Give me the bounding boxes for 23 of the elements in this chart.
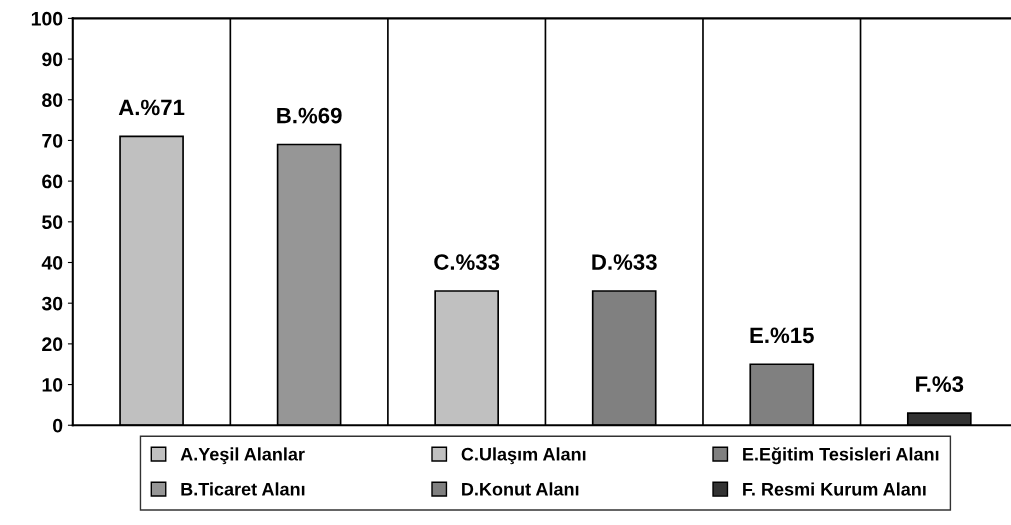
data-label: F.%3: [916, 376, 964, 393]
legend-label: D.Konut Alanı: [462, 482, 579, 496]
y-tick-label: 10: [42, 378, 63, 392]
y-tick-label: 90: [42, 52, 63, 67]
data-label: D.%33: [592, 254, 657, 270]
legend-label: C.Ulaşım Alanı: [461, 447, 586, 465]
data-label: C.%33: [434, 254, 500, 270]
y-tick-label: 80: [42, 93, 63, 107]
legend-label: A.Yeşil Alanlar: [180, 447, 305, 465]
y-tick-label: 60: [42, 174, 63, 189]
data-label: E.%15: [750, 327, 814, 344]
legend-label: B.Ticaret Alanı: [181, 482, 305, 496]
y-tick-label: 20: [42, 337, 63, 352]
data-label: B.%69: [277, 107, 342, 124]
legend-label: F. Resmi Kurum Alanı: [743, 482, 926, 496]
y-tick-label: 50: [42, 215, 63, 230]
legend-label: E.Eğitim Tesisleri Alanı: [743, 447, 939, 465]
y-tick-label: 0: [53, 418, 63, 433]
y-tick-label: 100: [31, 11, 63, 26]
y-tick-label: 40: [41, 255, 63, 270]
data-label: A.%71: [118, 99, 185, 116]
y-tick-label: 70: [42, 133, 63, 148]
y-tick-label: 30: [41, 296, 63, 311]
